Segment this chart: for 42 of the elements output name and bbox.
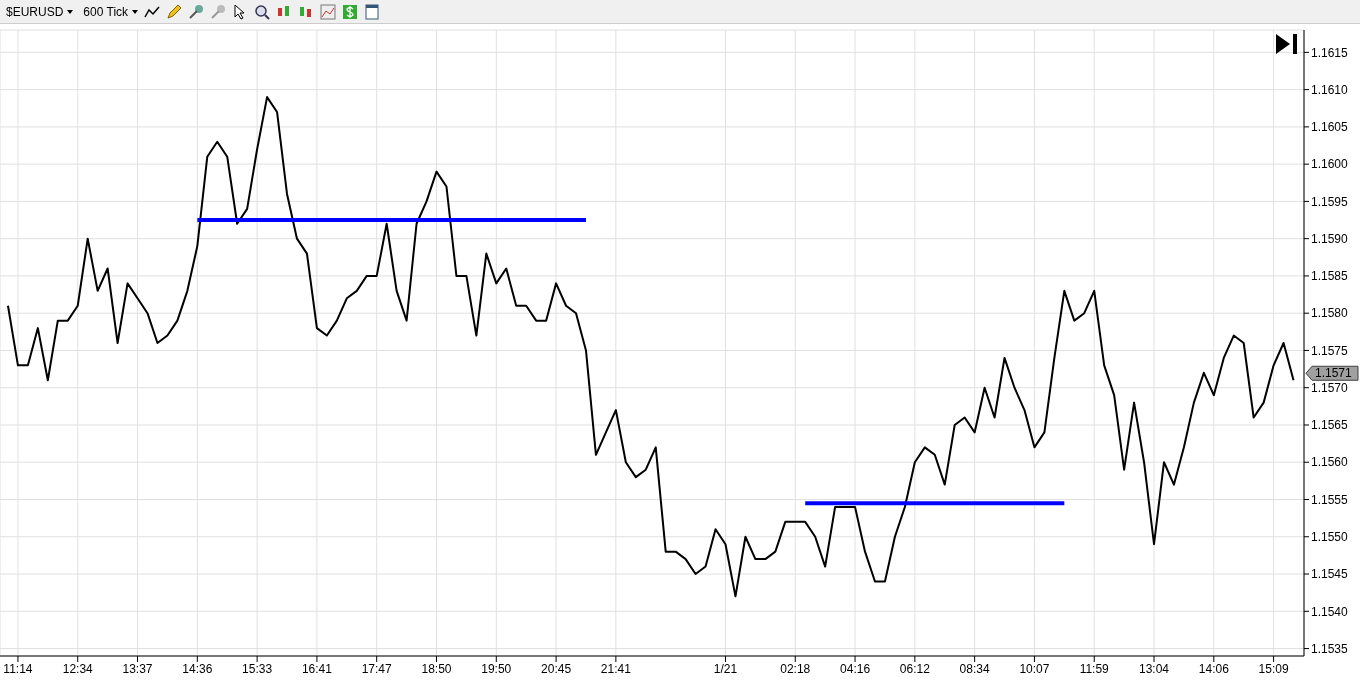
y-tick-label: 1.1590 [1311,231,1349,246]
y-tick-label: 1.1595 [1311,194,1349,209]
y-tick-label: 1.1555 [1311,492,1349,507]
y-tick-label: 1.1540 [1311,604,1349,619]
chart-subtitle: 600 Tick [83,4,129,19]
x-tick-label: 1/21 [713,661,738,676]
chart-title: $EURUSD [6,4,64,19]
x-tick-label: 20:45 [541,661,572,676]
y-tick-label: 1.1600 [1311,157,1349,172]
x-tick-label: 14:36 [182,661,213,676]
y-tick-label: 1.1610 [1311,82,1349,97]
x-tick-label: 11:14 [3,661,33,676]
x-tick-label: 15:33 [242,661,273,676]
y-tick-label: 1.1580 [1311,306,1349,321]
y-tick-label: 1.1585 [1311,269,1349,284]
x-tick-label: 10:07 [1019,661,1050,676]
y-tick-label: 1.1550 [1311,530,1349,545]
y-tick-label: 1.1570 [1311,380,1349,395]
x-tick-label: 06:12 [899,661,931,676]
x-tick-label: 02:18 [780,661,811,676]
y-tick-label: 1.1605 [1311,120,1349,135]
y-tick-label: 1.1560 [1311,455,1349,470]
x-tick-label: 21:41 [600,661,632,676]
x-tick-label: 16:41 [301,661,333,676]
y-tick-label: 1.1575 [1311,343,1349,358]
line-series [6,96,1295,598]
x-tick-label: 13:04 [1139,661,1170,676]
text: 1.1571 [1315,366,1353,381]
x-tick-label: 12:34 [62,661,94,676]
x-tick-label: 17:47 [361,661,393,676]
x-tick-label: 15:09 [1258,661,1289,676]
x-tick-label: 08:34 [959,661,990,676]
y-tick-label: 1.1615 [1311,45,1349,60]
y-tick-label: 1.1545 [1311,567,1349,582]
y-tick-label: 1.1535 [1311,641,1349,656]
y-tick-label: 1.1565 [1311,418,1349,433]
x-tick-label: 04:16 [840,661,871,676]
x-tick-label: 14:06 [1198,661,1230,676]
x-tick-label: 13:37 [122,661,153,676]
x-tick-label: 19:50 [481,661,512,676]
x-tick-label: 18:50 [421,661,452,676]
x-tick-label: 11:59 [1079,661,1110,676]
